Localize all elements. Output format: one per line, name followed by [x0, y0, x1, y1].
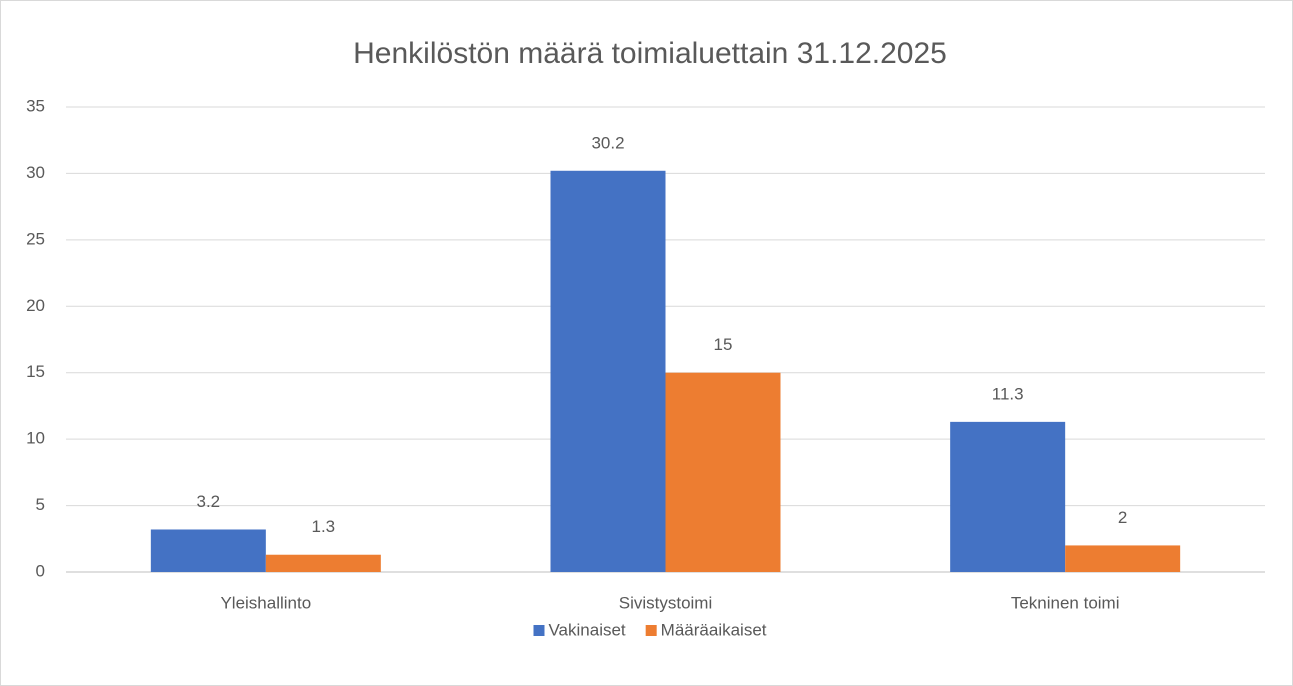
legend-swatch [645, 625, 657, 636]
bar [665, 372, 781, 572]
y-tick-label: 15 [26, 362, 45, 381]
bar [150, 529, 266, 572]
x-tick-label: Sivistystoimi [619, 593, 713, 612]
y-tick-label: 5 [36, 495, 45, 514]
data-label: 3.2 [197, 492, 221, 511]
data-label: 2 [1118, 508, 1127, 527]
data-label: 15 [714, 335, 733, 354]
bar [265, 554, 381, 572]
data-label: 30.2 [591, 133, 624, 152]
legend-swatch [533, 625, 545, 636]
legend-label: Vakinaiset [548, 620, 625, 639]
y-tick-label: 25 [26, 229, 45, 248]
y-tick-label: 30 [26, 163, 45, 182]
y-tick-label: 20 [26, 296, 45, 315]
chart-title: Henkilöstön määrä toimialuettain 31.12.2… [353, 37, 947, 70]
data-label: 11.3 [992, 384, 1024, 403]
x-tick-label: Yleishallinto [220, 593, 311, 612]
y-tick-label: 0 [36, 561, 45, 580]
y-tick-label: 10 [26, 429, 45, 448]
bar [550, 170, 666, 572]
x-tick-label: Tekninen toimi [1011, 593, 1120, 612]
bar [1065, 545, 1181, 572]
y-tick-label: 35 [26, 96, 45, 115]
legend-label: Määräaikaiset [661, 620, 767, 639]
bar [950, 421, 1066, 572]
data-label: 1.3 [312, 517, 336, 536]
